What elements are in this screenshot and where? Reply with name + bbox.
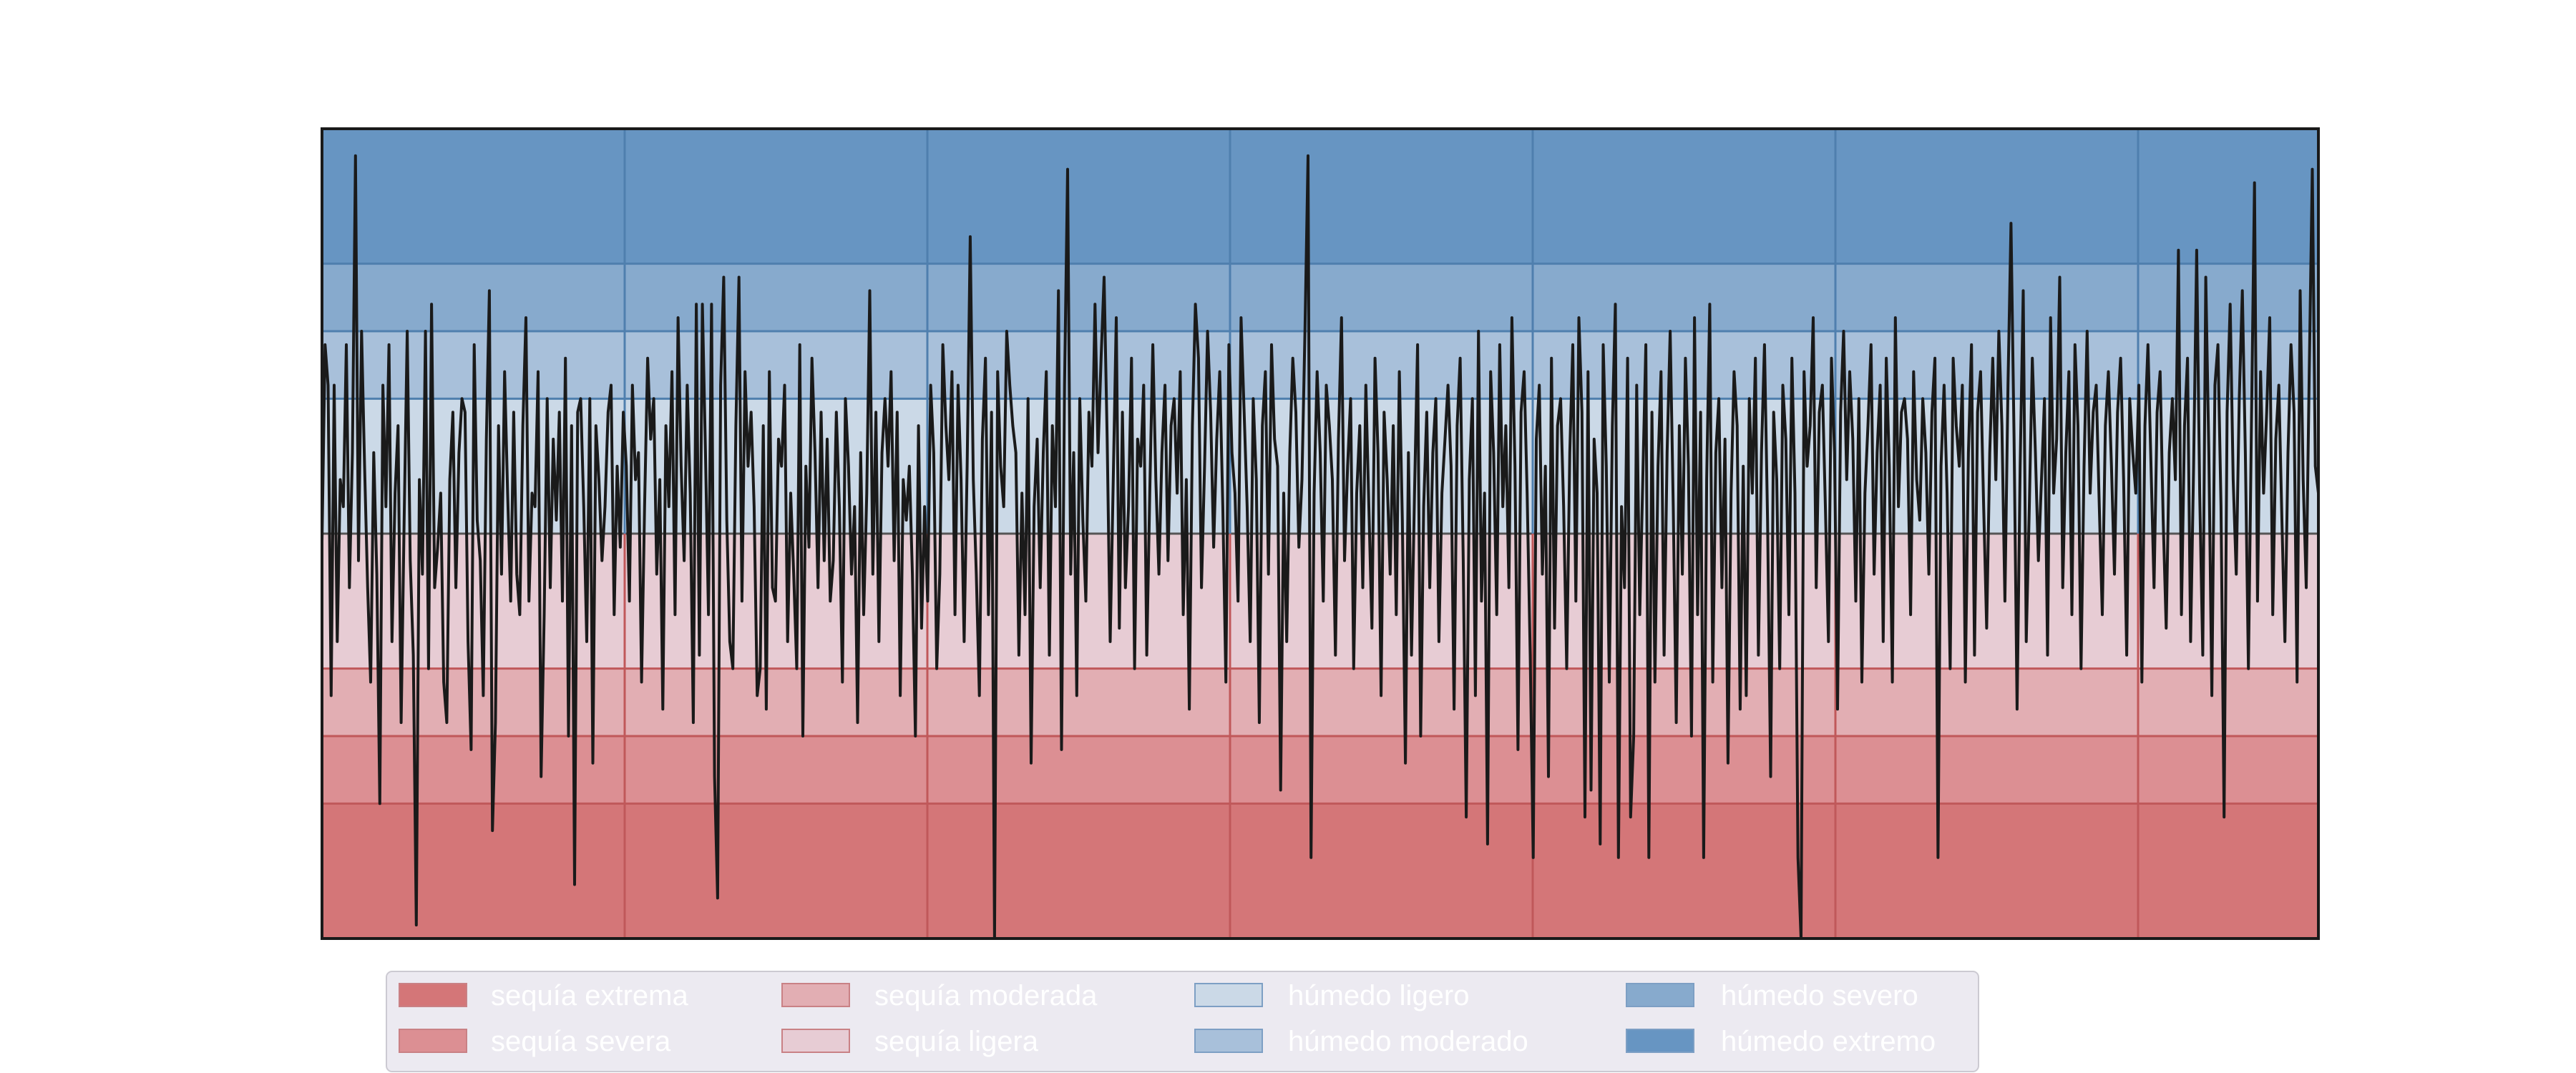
legend-label: sequía severa bbox=[491, 1026, 671, 1057]
band-sequía-severa bbox=[322, 736, 2318, 804]
legend-swatch bbox=[1194, 1029, 1263, 1053]
legend-swatch bbox=[1194, 983, 1263, 1007]
band-húmedo-severo bbox=[322, 263, 2318, 331]
band-sequía-moderada bbox=[322, 668, 2318, 736]
legend-label: sequía ligera bbox=[874, 1026, 1039, 1057]
legend-label: sequía moderada bbox=[874, 980, 1098, 1011]
band-húmedo-moderado bbox=[322, 331, 2318, 399]
legend-label: sequía extrema bbox=[491, 980, 688, 1011]
band-sequía-extrema bbox=[322, 803, 2318, 939]
band-húmedo-extremo bbox=[322, 129, 2318, 264]
legend-swatch bbox=[399, 983, 467, 1007]
legend-label: húmedo ligero bbox=[1288, 980, 1470, 1011]
legend-swatch bbox=[781, 983, 850, 1007]
legend-label: húmedo moderado bbox=[1288, 1026, 1528, 1057]
legend: sequía extrema sequía severa sequía modera… bbox=[386, 971, 1979, 1072]
index-series bbox=[321, 154, 2320, 940]
legend-swatch bbox=[781, 1029, 850, 1053]
plot-frame bbox=[321, 127, 2320, 940]
legend-swatch bbox=[1626, 1029, 1694, 1053]
legend-label: húmedo severo bbox=[1721, 980, 1918, 1011]
legend-label: húmedo extremo bbox=[1721, 1026, 1936, 1057]
legend-swatch bbox=[1626, 983, 1694, 1007]
legend-swatch bbox=[399, 1029, 467, 1053]
index-line bbox=[321, 154, 2320, 940]
